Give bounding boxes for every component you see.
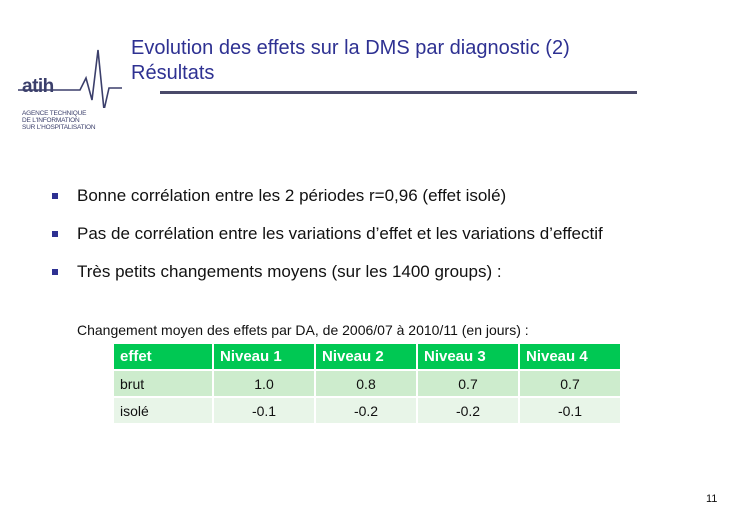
- row-label: isolé: [114, 397, 214, 425]
- logo-subtitle-line-3: SUR L'HOSPITALISATION: [22, 124, 96, 131]
- square-bullet-icon: [52, 193, 58, 199]
- table-cell: 0.8: [315, 370, 418, 398]
- heartbeat-pulse-icon: [18, 49, 122, 108]
- table-caption: Changement moyen des effets par DA, de 2…: [77, 322, 529, 338]
- bullet-item: Bonne corrélation entre les 2 périodes r…: [50, 185, 603, 223]
- bullet-list: Bonne corrélation entre les 2 périodes r…: [50, 185, 603, 299]
- square-bullet-icon: [52, 231, 58, 237]
- bullet-text: Bonne corrélation entre les 2 périodes r…: [77, 186, 507, 205]
- table-cell: 0.7: [417, 370, 520, 398]
- results-table: effet Niveau 1 Niveau 2 Niveau 3 Niveau …: [114, 344, 622, 425]
- bullet-text: Très petits changements moyens (sur les …: [77, 262, 502, 281]
- table-cell: 0.7: [519, 370, 622, 398]
- slide-title-line-2: Résultats: [131, 62, 215, 84]
- column-header-niveau-3: Niveau 3: [417, 344, 520, 371]
- slide-title-line-1: Evolution des effets sur la DMS par diag…: [131, 37, 570, 59]
- column-header-niveau-2: Niveau 2: [315, 344, 418, 371]
- logo-subtitle-line-1: AGENCE TECHNIQUE: [22, 110, 87, 117]
- table-header-row: effet Niveau 1 Niveau 2 Niveau 3 Niveau …: [114, 344, 622, 371]
- table-cell: -0.1: [213, 397, 316, 425]
- table-cell: -0.2: [417, 397, 520, 425]
- slide-title: Evolution des effets sur la DMS par diag…: [131, 36, 691, 86]
- title-underline: [160, 91, 637, 94]
- bullet-item: Très petits changements moyens (sur les …: [50, 261, 603, 299]
- table-row: brut 1.0 0.8 0.7 0.7: [114, 370, 622, 398]
- table-row: isolé -0.1 -0.2 -0.2 -0.1: [114, 397, 622, 425]
- logo-wordmark: atih: [22, 76, 54, 97]
- page-number: 11: [706, 493, 718, 505]
- table-cell: -0.2: [315, 397, 418, 425]
- table-cell: 1.0: [213, 370, 316, 398]
- column-header-niveau-4: Niveau 4: [519, 344, 622, 371]
- atih-logo: atih AGENCE TECHNIQUE DE L'INFORMATION S…: [18, 48, 128, 138]
- bullet-text: Pas de corrélation entre les variations …: [77, 224, 603, 243]
- table-cell: -0.1: [519, 397, 622, 425]
- bullet-item: Pas de corrélation entre les variations …: [50, 223, 603, 261]
- logo-subtitle-line-2: DE L'INFORMATION: [22, 117, 80, 124]
- column-header-niveau-1: Niveau 1: [213, 344, 316, 371]
- column-header-effet: effet: [114, 344, 214, 371]
- square-bullet-icon: [52, 269, 58, 275]
- row-label: brut: [114, 370, 214, 398]
